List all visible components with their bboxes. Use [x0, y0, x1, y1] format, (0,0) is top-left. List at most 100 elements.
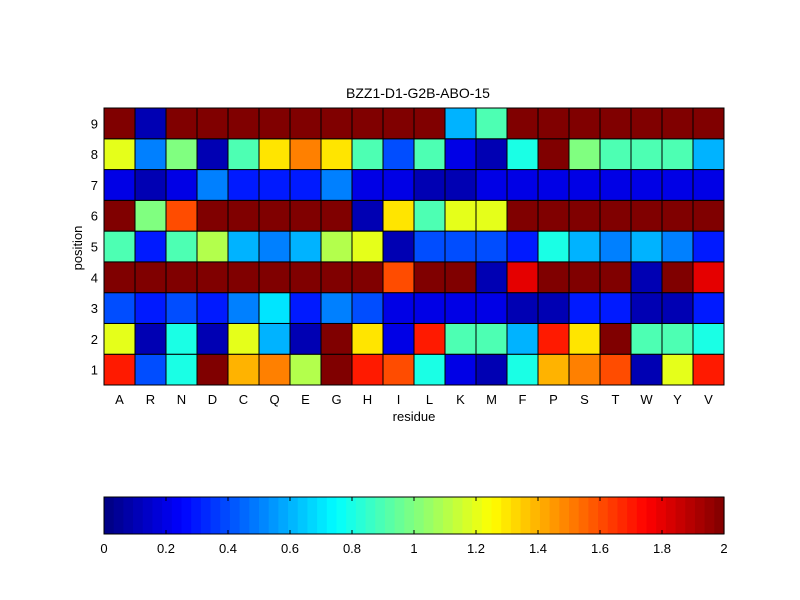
- colorbar-swatch: [375, 497, 386, 534]
- colorbar-swatch: [200, 497, 212, 534]
- x-tick-label: Q: [269, 392, 279, 407]
- heatmap-cell: [506, 107, 539, 140]
- chart-title: BZZ1-D1-G2B-ABO-15: [346, 85, 490, 101]
- heatmap-cell: [661, 353, 694, 386]
- colorbar-tick-label: 1: [410, 541, 417, 556]
- heatmap-cell: [103, 322, 136, 355]
- heatmap-cell: [351, 322, 384, 355]
- colorbar-swatch: [336, 497, 347, 534]
- x-tick-label: V: [704, 392, 713, 407]
- heatmap-cell: [134, 292, 167, 324]
- heatmap-cell: [351, 230, 384, 263]
- colorbar-swatch: [297, 497, 309, 534]
- heatmap-cell: [351, 261, 384, 294]
- colorbar-swatch: [394, 497, 405, 534]
- heatmap-cell: [196, 169, 229, 201]
- heatmap-cell: [568, 230, 601, 263]
- heatmap-cell: [537, 169, 570, 201]
- heatmap-cell: [599, 138, 632, 171]
- heatmap-cell: [196, 353, 229, 386]
- heatmap-cell: [568, 353, 601, 386]
- heatmap-cell: [506, 199, 539, 232]
- colorbar-swatch: [433, 497, 444, 534]
- heatmap-cell: [196, 107, 229, 140]
- heatmap-cell: [661, 107, 694, 140]
- colorbar: [104, 497, 725, 534]
- x-tick-label: H: [363, 392, 372, 407]
- heatmap-cells: [103, 107, 725, 386]
- y-tick-label: 6: [91, 209, 98, 224]
- colorbar-swatch: [229, 497, 241, 534]
- heatmap-cell: [475, 199, 508, 232]
- y-axis-label: position: [70, 226, 85, 271]
- heatmap-cell: [320, 353, 353, 386]
- x-tick-label: N: [177, 392, 186, 407]
- colorbar-tick-label: 0.2: [157, 541, 175, 556]
- colorbar-swatch: [365, 497, 376, 534]
- colorbar-swatch: [288, 497, 299, 534]
- heatmap-cell: [537, 353, 570, 386]
- heatmap-cell: [351, 169, 384, 201]
- heatmap-cell: [661, 138, 694, 171]
- heatmap-cell: [444, 261, 477, 294]
- heatmap-cell: [382, 199, 415, 232]
- heatmap-cell: [444, 199, 477, 232]
- heatmap-cell: [103, 138, 136, 171]
- heatmap-cell: [258, 261, 291, 294]
- heatmap-cell: [692, 292, 725, 324]
- heatmap-cell: [537, 322, 570, 355]
- heatmap-cell: [258, 138, 291, 171]
- heatmap-cell: [692, 322, 725, 355]
- heatmap-cell: [692, 230, 725, 263]
- heatmap-cell: [227, 138, 260, 171]
- heatmap-cell: [692, 138, 725, 171]
- heatmap-cell: [134, 261, 167, 294]
- heatmap-cell: [289, 353, 322, 386]
- heatmap-cell: [475, 107, 508, 140]
- heatmap-cell: [692, 353, 725, 386]
- heatmap-cell: [599, 353, 632, 386]
- heatmap-cell: [165, 138, 198, 171]
- y-tick-label: 5: [91, 240, 98, 255]
- heatmap-cell: [661, 230, 694, 263]
- heatmap-cell: [103, 261, 136, 294]
- x-tick-label: E: [301, 392, 310, 407]
- x-tick-label: D: [208, 392, 217, 407]
- heatmap-cell: [258, 169, 291, 201]
- y-tick-label: 9: [91, 116, 98, 131]
- heatmap-cell: [630, 138, 663, 171]
- heatmap-cell: [351, 138, 384, 171]
- heatmap-cell: [320, 230, 353, 263]
- x-tick-label: I: [397, 392, 401, 407]
- colorbar-swatch: [607, 497, 619, 534]
- heatmap-cell: [630, 169, 663, 201]
- colorbar-tick-label: 0: [100, 541, 107, 556]
- x-tick-label: T: [612, 392, 620, 407]
- heatmap-cell: [196, 199, 229, 232]
- heatmap-cell: [165, 199, 198, 232]
- colorbar-swatch: [317, 497, 328, 534]
- heatmap-cell: [630, 322, 663, 355]
- heatmap-cell: [568, 261, 601, 294]
- y-tick-label: 7: [91, 178, 98, 193]
- x-tick-label: M: [486, 392, 497, 407]
- heatmap-cell: [599, 230, 632, 263]
- heatmap-cell: [506, 169, 539, 201]
- heatmap-cell: [413, 292, 446, 324]
- colorbar-swatch: [210, 497, 221, 534]
- colorbar-swatch: [656, 497, 667, 534]
- colorbar-swatch: [510, 497, 522, 534]
- colorbar-swatch: [278, 497, 289, 534]
- heatmap-cell: [289, 261, 322, 294]
- colorbar-swatch: [384, 497, 396, 534]
- colorbar-swatch: [675, 497, 686, 534]
- heatmap-cell: [630, 261, 663, 294]
- heatmap-cell: [165, 292, 198, 324]
- heatmap-cell: [537, 261, 570, 294]
- heatmap-cell: [661, 169, 694, 201]
- heatmap-cell: [103, 353, 136, 386]
- heatmap-cell: [599, 169, 632, 201]
- heatmap-cell: [475, 261, 508, 294]
- heatmap-cell: [506, 292, 539, 324]
- heatmap-cell: [103, 230, 136, 263]
